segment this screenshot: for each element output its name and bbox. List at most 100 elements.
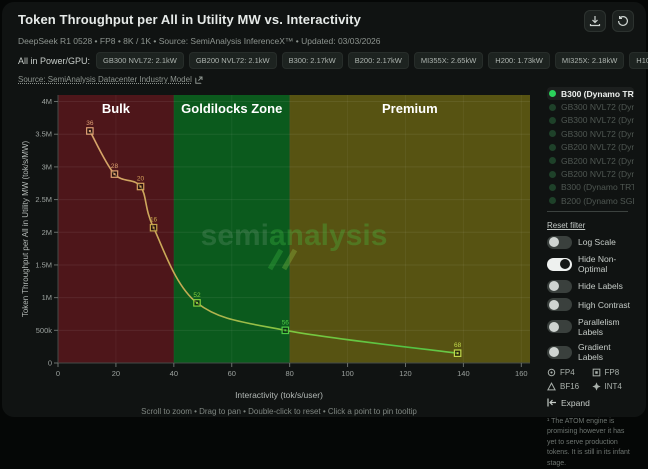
source-row: Source: SemiAnalysis Datacenter Industry…	[18, 75, 634, 84]
data-point[interactable]: 36	[86, 120, 94, 135]
zone-label: Premium	[382, 101, 438, 116]
download-button[interactable]	[584, 10, 606, 32]
toggle-switch[interactable]	[547, 345, 572, 359]
toggle-gradient-labels[interactable]: Gradient Labels	[547, 342, 634, 362]
y-tick-label: 1.5M	[35, 260, 52, 269]
power-per-gpu-label: All in Power/GPU:	[18, 55, 91, 66]
data-point[interactable]: 56	[281, 319, 290, 335]
sidebar: B300 (Dynamo TRT) GB300 NVL72 (Dynamo GB30…	[540, 87, 634, 469]
legend-item[interactable]: B200 (Dynamo SGLang)	[547, 194, 634, 207]
target-icon	[547, 368, 556, 376]
precision-label: FP8	[604, 367, 620, 377]
legend-dot	[549, 157, 556, 165]
toggle-knob	[549, 347, 559, 358]
precision-item-fp4[interactable]: FP4	[547, 368, 590, 377]
x-tick-label: 100	[341, 369, 354, 378]
legend-item-label: B200 (Dynamo SGLang)	[561, 195, 634, 206]
data-point[interactable]: 52	[193, 292, 201, 307]
collapse-left-icon	[547, 398, 556, 407]
power-chip: B200: 2.17kW	[347, 52, 409, 69]
legend-dot	[549, 197, 556, 205]
power-chip: B300: 2.17kW	[281, 52, 343, 69]
legend-item[interactable]: GB200 NVL72 (Dynamo	[547, 141, 634, 154]
x-tick-label: 0	[56, 369, 60, 378]
y-tick-label: 4M	[42, 97, 52, 106]
chart-plot-area[interactable]: Bulk Goldilocks Zone Premium semianalysis 0 5…	[18, 87, 540, 390]
x-tick-label: 20	[112, 369, 120, 378]
toggle-parallelism-labels[interactable]: Parallelism Labels	[547, 317, 634, 337]
legend-item-label: GB200 NVL72 (Dynamo	[561, 155, 634, 166]
legend-dot	[549, 103, 556, 111]
precision-label: BF16	[560, 381, 580, 391]
toggle-switch[interactable]	[547, 320, 572, 334]
power-chip: GB300 NVL72: 2.1kW	[96, 52, 184, 69]
toggle-knob	[549, 237, 559, 248]
toggle-switch[interactable]	[547, 235, 572, 249]
data-point[interactable]: 68	[453, 342, 462, 357]
reset-view-button[interactable]	[612, 10, 634, 32]
legend-dot	[549, 183, 556, 191]
y-tick-label: 1M	[42, 293, 52, 302]
legend-dot	[549, 143, 556, 151]
toggle-hide-non-optimal[interactable]: Hide Non-Optimal	[547, 254, 634, 274]
legend-item-label: B300 (Dynamo TRT)	[561, 88, 634, 99]
y-axis-title: Token Throughput per All in Utility MW (…	[21, 140, 30, 317]
triangle-icon	[547, 381, 556, 390]
precision-item-bf16[interactable]: BF16	[547, 382, 590, 391]
legend-dot	[549, 130, 556, 138]
x-axis-title: Interactivity (tok/s/user)	[235, 390, 323, 400]
legend-item-label: GB300 NVL72 (Dynamo	[561, 102, 634, 113]
toggle-hide-labels[interactable]: Hide Labels	[547, 279, 634, 293]
toggle-knob	[560, 259, 570, 270]
y-tick-label: 3.5M	[35, 130, 52, 139]
source-link[interactable]: Source: SemiAnalysis Datacenter Industry…	[18, 75, 203, 84]
series-legend: B300 (Dynamo TRT) GB300 NVL72 (Dynamo GB30…	[547, 87, 634, 208]
precision-item-int4[interactable]: INT4	[591, 381, 635, 391]
data-point[interactable]: 16	[149, 217, 158, 232]
power-chip: MI325X: 2.18kW	[554, 52, 625, 69]
legend-item[interactable]: GB300 NVL72 (Dynamo	[547, 100, 634, 113]
toggle-high-contrast[interactable]: High Contrast	[547, 298, 634, 312]
reset-filter-link[interactable]: Reset filter	[547, 220, 586, 230]
toggle-label: Hide Non-Optimal	[578, 254, 617, 275]
toggle-knob	[549, 299, 559, 310]
toggle-switch[interactable]	[547, 279, 572, 293]
power-chip: MI355X: 2.65kW	[413, 52, 484, 69]
expand-button[interactable]: Expand	[547, 398, 634, 408]
legend-item-label: B300 (Dynamo TRT, MTP	[561, 182, 634, 193]
toggle-knob	[549, 281, 559, 292]
legend-item[interactable]: B300 (Dynamo TRT)	[547, 87, 634, 101]
toggle-switch[interactable]	[547, 298, 572, 312]
chart-interaction-hint: Scroll to zoom • Drag to pan • Double-cl…	[141, 407, 417, 416]
precision-item-fp8[interactable]: FP8	[592, 368, 635, 377]
power-chip: H200: 1.73kW	[488, 52, 550, 69]
zone-label: Goldilocks Zone	[181, 101, 282, 116]
precision-legend: FP4 FP8 BF16 INT4	[547, 368, 634, 391]
toggle-list: Log Scale Hide Non-Optimal Hide Labels High…	[547, 235, 634, 362]
data-point[interactable]: 28	[110, 163, 119, 178]
source-link-label: Source: SemiAnalysis Datacenter Industry…	[18, 75, 192, 84]
download-icon	[589, 16, 601, 27]
legend-item-label: GB200 NVL72 (Dynamo	[561, 169, 634, 180]
legend-item-label: GB200 NVL72 (Dynamo	[561, 142, 634, 153]
legend-item-label: GB300 NVL72 (Dynamo	[561, 115, 634, 126]
toggle-label: Gradient Labels	[578, 342, 611, 363]
legend-item-label: GB300 NVL72 (Dynamo	[561, 128, 634, 139]
zone-label: Bulk	[102, 101, 131, 116]
legend-dot	[549, 116, 556, 124]
y-tick-label: 3M	[42, 162, 52, 171]
toggle-switch[interactable]	[547, 257, 572, 271]
data-point[interactable]: 20	[136, 176, 145, 191]
toggle-log-scale[interactable]: Log Scale	[547, 235, 634, 249]
data-point-label: 56	[282, 319, 290, 326]
legend-item[interactable]: GB200 NVL72 (Dynamo	[547, 154, 634, 167]
chart-svg[interactable]: Bulk Goldilocks Zone Premium semianalysis 0 5…	[18, 87, 540, 385]
legend-item[interactable]: GB200 NVL72 (Dynamo	[547, 167, 634, 180]
legend-item[interactable]: GB300 NVL72 (Dynamo	[547, 127, 634, 140]
legend-item[interactable]: GB300 NVL72 (Dynamo	[547, 114, 634, 127]
precision-label: INT4	[604, 381, 622, 391]
legend-item[interactable]: B300 (Dynamo TRT, MTP	[547, 181, 634, 194]
power-chip: GB200 NVL72: 2.1kW	[188, 52, 277, 69]
svg-text:semianalysis: semianalysis	[201, 219, 388, 252]
